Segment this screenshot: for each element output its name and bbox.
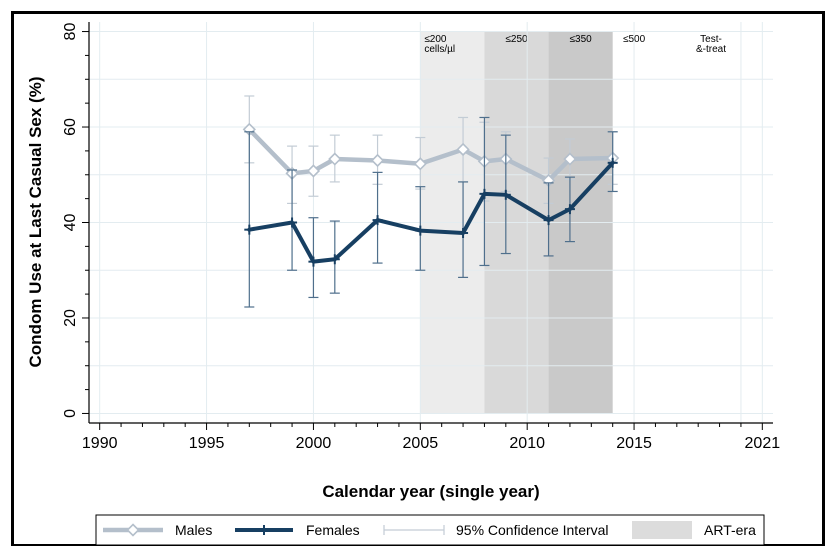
art-era-label-line: &-treat [696, 44, 726, 55]
series-line [247, 160, 615, 264]
x-tick-label: 2021 [745, 435, 781, 452]
data-point-marker [328, 152, 342, 166]
series-females [244, 116, 618, 308]
art-era-label: Test-&-treat [696, 34, 726, 55]
art-era-label-line: cells/µl [424, 44, 455, 55]
art-era-label: ≤200 cells/µl [424, 34, 455, 55]
y-tick-label: 80 [62, 23, 79, 41]
y-tick-label: 20 [62, 309, 79, 327]
legend-key-marker [126, 523, 140, 537]
legend-label: Females [306, 522, 360, 538]
legend-key-art-era [632, 521, 692, 539]
art-era-label-line: Test- [700, 34, 722, 45]
y-tick-label: 40 [62, 214, 79, 232]
legend: Males Females 95% Confidence Interval ART-e… [95, 514, 765, 546]
legend-label: Males [175, 522, 212, 538]
x-tick-label: 2000 [296, 435, 332, 452]
x-tick-label: 2005 [403, 435, 439, 452]
data-point-marker [370, 153, 385, 168]
x-axis-label: Calendar year (single year) [322, 482, 539, 501]
y-tick-label: 60 [62, 118, 79, 136]
art-era-label: ≤350 [570, 34, 593, 45]
x-tick-label: 2015 [616, 435, 652, 452]
y-axis-label: Condom Use at Last Casual Sex (%) [26, 77, 45, 368]
x-tick-label: 1995 [189, 435, 225, 452]
legend-label: ART-era [704, 522, 756, 538]
legend-label: 95% Confidence Interval [456, 522, 609, 538]
data-point-marker [456, 142, 470, 157]
data-point-marker [306, 164, 321, 178]
x-tick-label: 2010 [509, 435, 545, 452]
art-era-label-line: ≤250 [505, 34, 528, 45]
data-series [242, 95, 620, 308]
art-era-label-line: ≤200 [424, 34, 447, 45]
art-era-label: ≤250 [505, 34, 528, 45]
data-point-marker [413, 157, 427, 171]
axes: 0 20 40 60 80 1990 1995 2000 2005 2010 2015 2021 [62, 22, 780, 452]
data-point-marker [563, 152, 577, 166]
y-tick-label: 0 [62, 409, 79, 418]
art-era-label-line: ≤350 [570, 34, 593, 45]
x-tick-label: 1990 [82, 435, 118, 452]
